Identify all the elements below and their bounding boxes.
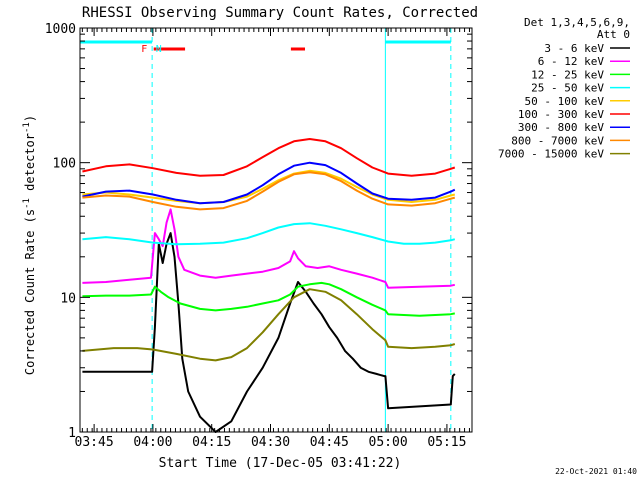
x-axis-label: Start Time (17-Dec-05 03:41:22) — [159, 456, 402, 471]
x-tick-label-3: 04:30 — [251, 435, 290, 450]
y-tick-label-1: 10 — [60, 291, 76, 306]
y-axis-label: Corrected Count Rate (s-1 detector-1) — [22, 115, 37, 375]
y-axis-label-end: ) — [23, 115, 37, 122]
legend-header-0: Det 1,3,4,5,6,9, — [524, 16, 630, 29]
series-line-3 — [82, 222, 456, 246]
x-tick-label-0: 03:45 — [75, 435, 114, 450]
flag-label-0: F — [141, 44, 147, 55]
y-axis-label-mid: detector — [23, 133, 37, 198]
legend-label-7: 800 - 7000 keV — [511, 134, 604, 147]
legend-label-5: 100 - 300 keV — [518, 108, 604, 121]
y-axis-label-sup2: -1 — [22, 122, 32, 133]
legend-label-4: 50 - 100 keV — [525, 95, 605, 108]
legend-header-1: Att 0 — [597, 28, 630, 41]
series-line-7 — [82, 171, 456, 211]
y-axis-label-main: Corrected Count Rate (s — [23, 209, 37, 375]
chart-title: RHESSI Observing Summary Count Rates, Co… — [82, 5, 478, 21]
x-tick-label-6: 05:15 — [427, 435, 466, 450]
legend-label-6: 300 - 800 keV — [518, 121, 604, 134]
series-line-1 — [82, 208, 456, 289]
x-tick-label-1: 04:00 — [133, 435, 172, 450]
series-line-5 — [82, 138, 456, 177]
series-line-0 — [82, 232, 456, 433]
axes: 03:45 04:00 04:15 04:30 04:45 05:00 05:15 1 10 10… — [45, 22, 472, 450]
y-axis-label-sup1: -1 — [22, 198, 32, 209]
legend-label-8: 7000 - 15000 keV — [498, 148, 604, 161]
y-tick-label-3: 1000 — [45, 22, 76, 37]
legend-label-3: 25 - 50 keV — [531, 82, 604, 95]
legend-label-2: 12 - 25 keV — [531, 68, 604, 81]
series-line-2 — [82, 281, 455, 317]
plot-frame — [79, 27, 473, 433]
legend-label-0: 3 - 6 keV — [544, 42, 604, 55]
y-tick-label-2: 100 — [53, 157, 76, 172]
flag-label-1: N — [156, 44, 162, 55]
series-line-8 — [82, 288, 456, 362]
x-tick-label-5: 05:00 — [369, 435, 408, 450]
data-series — [82, 138, 456, 433]
plot-timestamp: 22-Oct-2021 01:40 — [555, 467, 637, 476]
y-tick-label-0: 1 — [68, 426, 76, 441]
series-line-6 — [82, 161, 456, 205]
x-tick-label-2: 04:15 — [192, 435, 231, 450]
x-tick-label-4: 04:45 — [310, 435, 349, 450]
legend-label-1: 6 - 12 keV — [538, 55, 605, 68]
